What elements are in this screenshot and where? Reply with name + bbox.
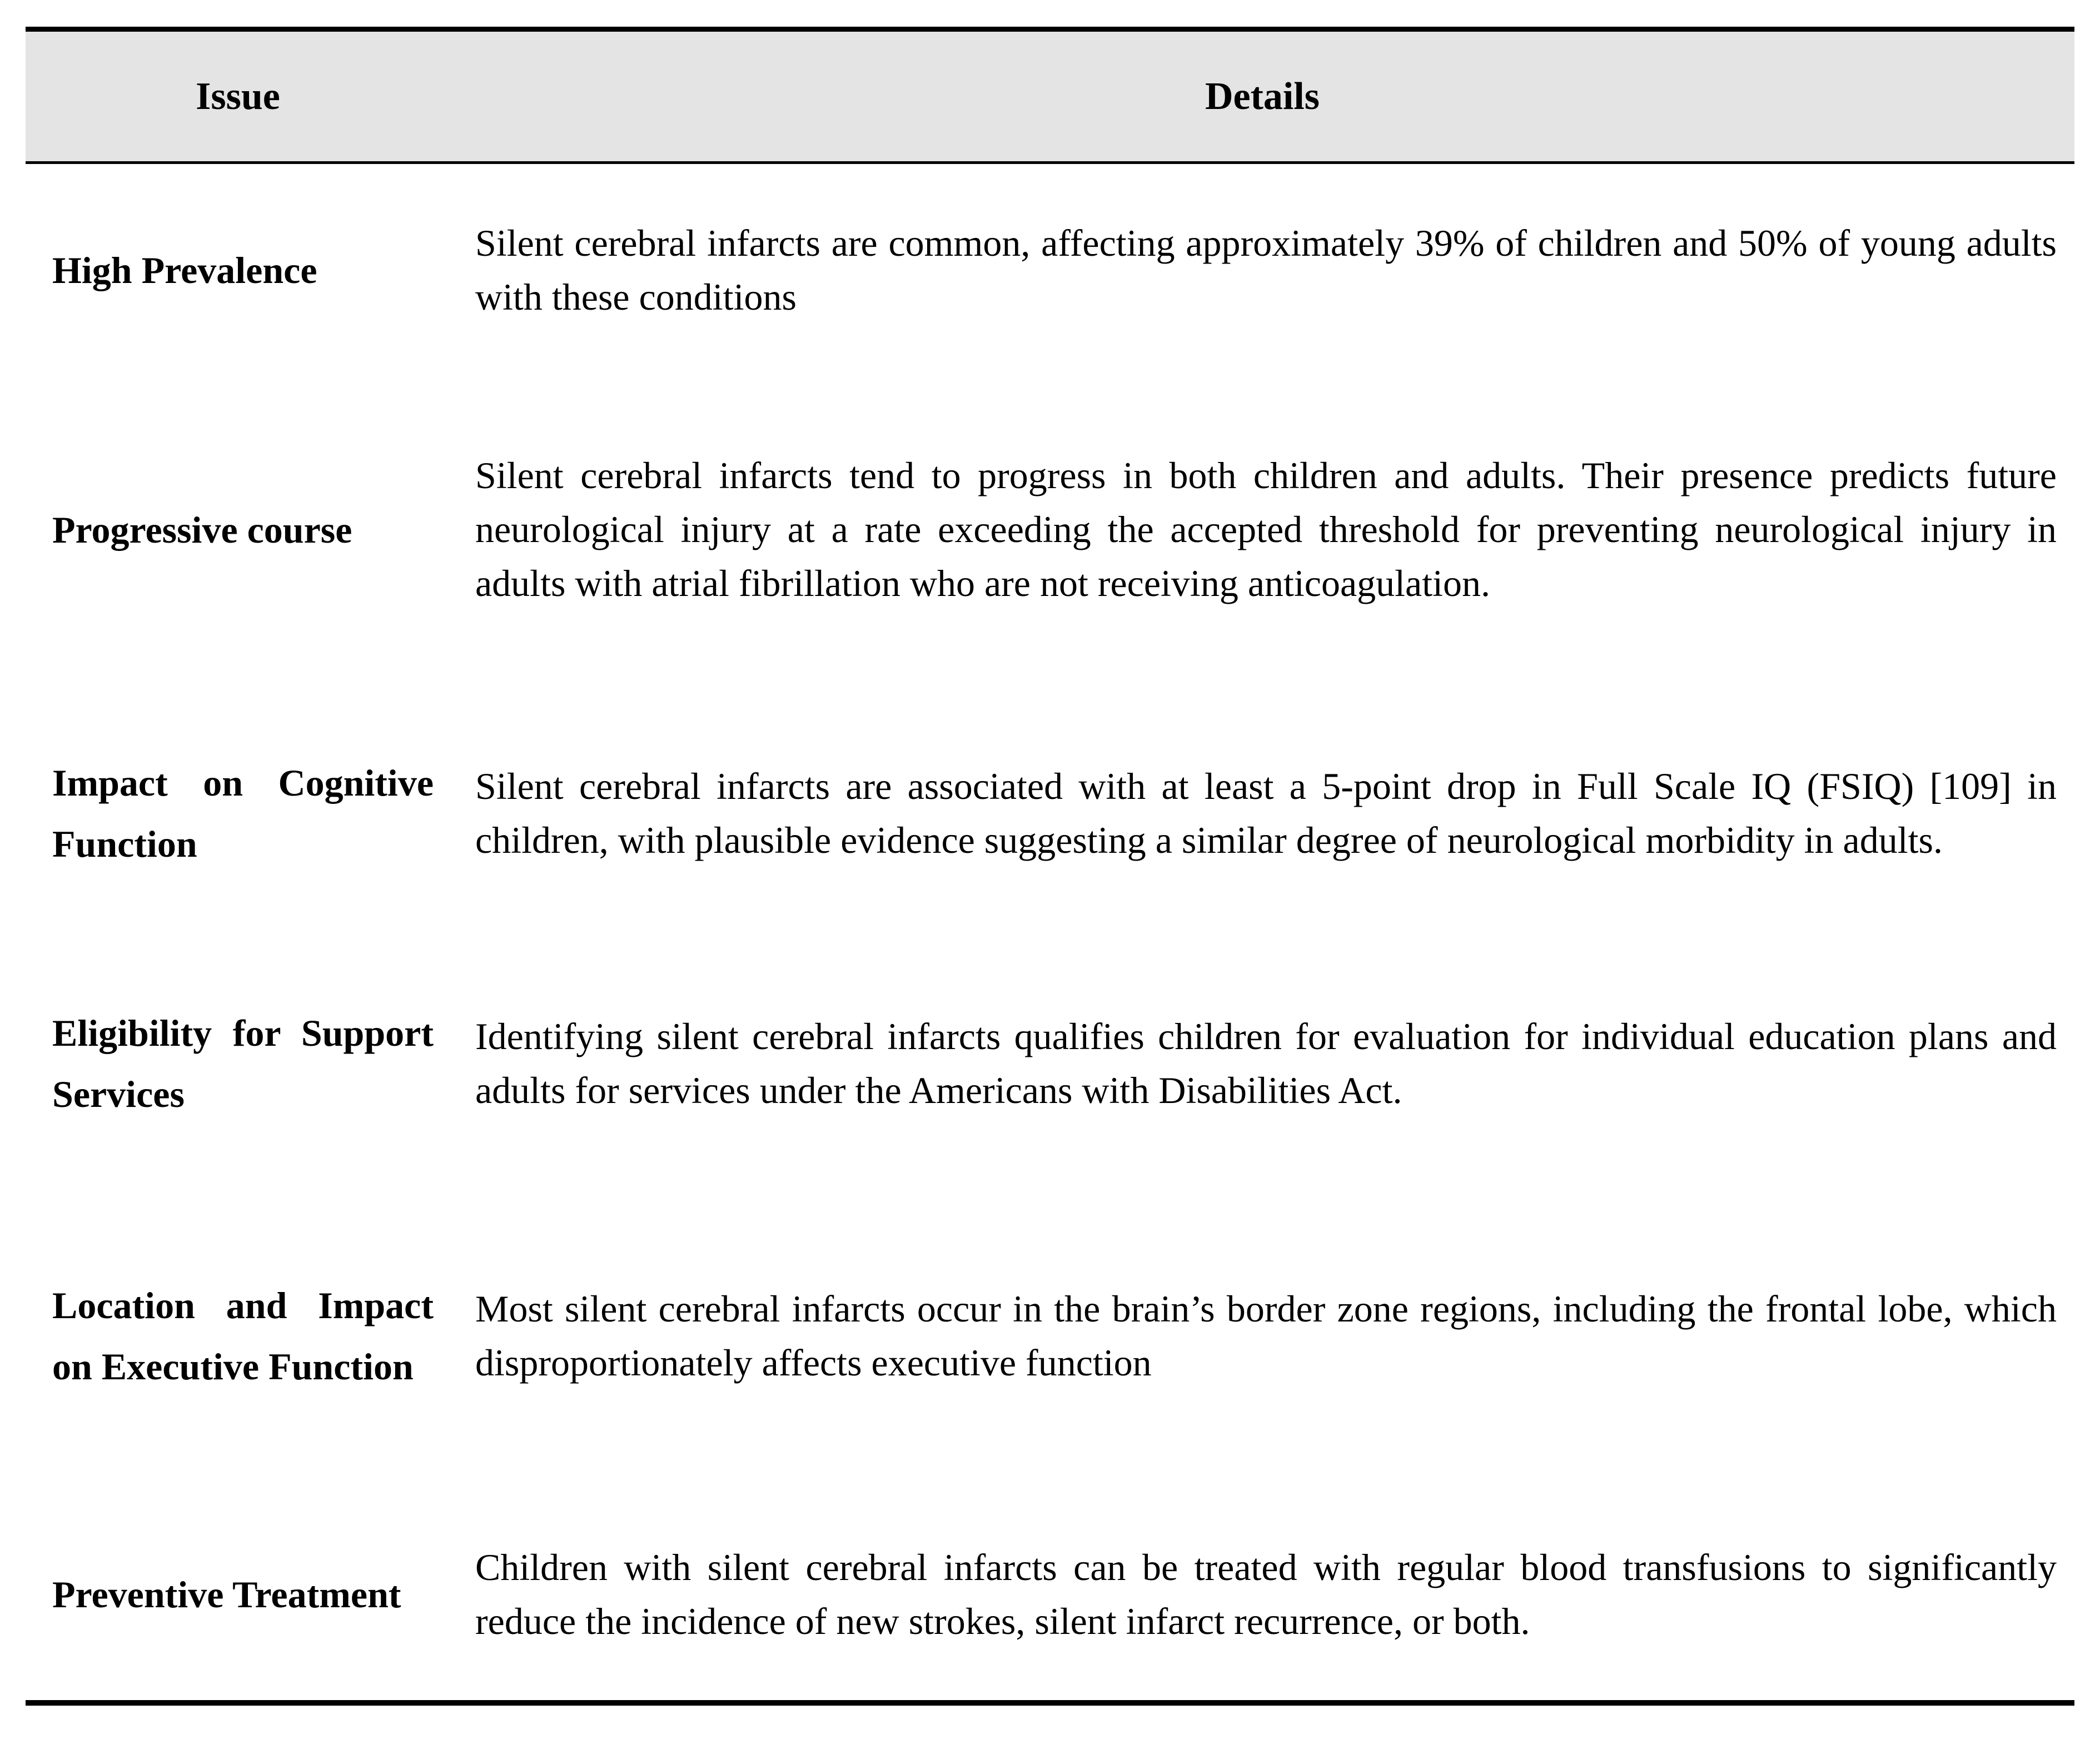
column-header-details: Details xyxy=(450,29,2074,164)
details-cell: Silent cerebral infarcts are associated … xyxy=(475,764,2057,861)
column-header-issue: Issue xyxy=(26,29,450,164)
issue-cell: Impact on Cognitive Function xyxy=(52,761,434,865)
table-row: Progressive course Silent cerebral infar… xyxy=(26,377,2074,683)
table-row: High Prevalence Silent cerebral infarcts… xyxy=(26,163,2074,377)
details-cell: Silent cerebral infarcts are common, aff… xyxy=(475,222,2057,319)
details-cell: Children with silent cerebral infarcts c… xyxy=(475,1546,2057,1642)
paper-table-container: Issue Details High Prevalence Silent cer… xyxy=(26,27,2074,1706)
issues-table: Issue Details High Prevalence Silent cer… xyxy=(26,27,2074,1706)
issue-cell: Eligibility for Support Services xyxy=(52,1011,434,1115)
details-cell: Identifying silent cerebral infarcts qua… xyxy=(475,1015,2057,1111)
table-row: Impact on Cognitive Function Silent cere… xyxy=(26,683,2074,944)
issue-cell: Preventive Treatment xyxy=(52,1573,401,1616)
issue-cell: Location and Impact on Executive Functio… xyxy=(52,1284,434,1388)
table-row: Preventive Treatment Children with silen… xyxy=(26,1489,2074,1703)
table-body: High Prevalence Silent cerebral infarcts… xyxy=(26,163,2074,1703)
table-row: Location and Impact on Executive Functio… xyxy=(26,1183,2074,1489)
details-cell: Silent cerebral infarcts tend to progres… xyxy=(475,454,2057,604)
table-header: Issue Details xyxy=(26,29,2074,164)
issue-cell: High Prevalence xyxy=(52,249,317,292)
details-cell: Most silent cerebral infarcts occur in t… xyxy=(475,1287,2057,1384)
issue-cell: Progressive course xyxy=(52,508,352,551)
header-row: Issue Details xyxy=(26,29,2074,164)
table-row: Eligibility for Support Services Identif… xyxy=(26,944,2074,1183)
